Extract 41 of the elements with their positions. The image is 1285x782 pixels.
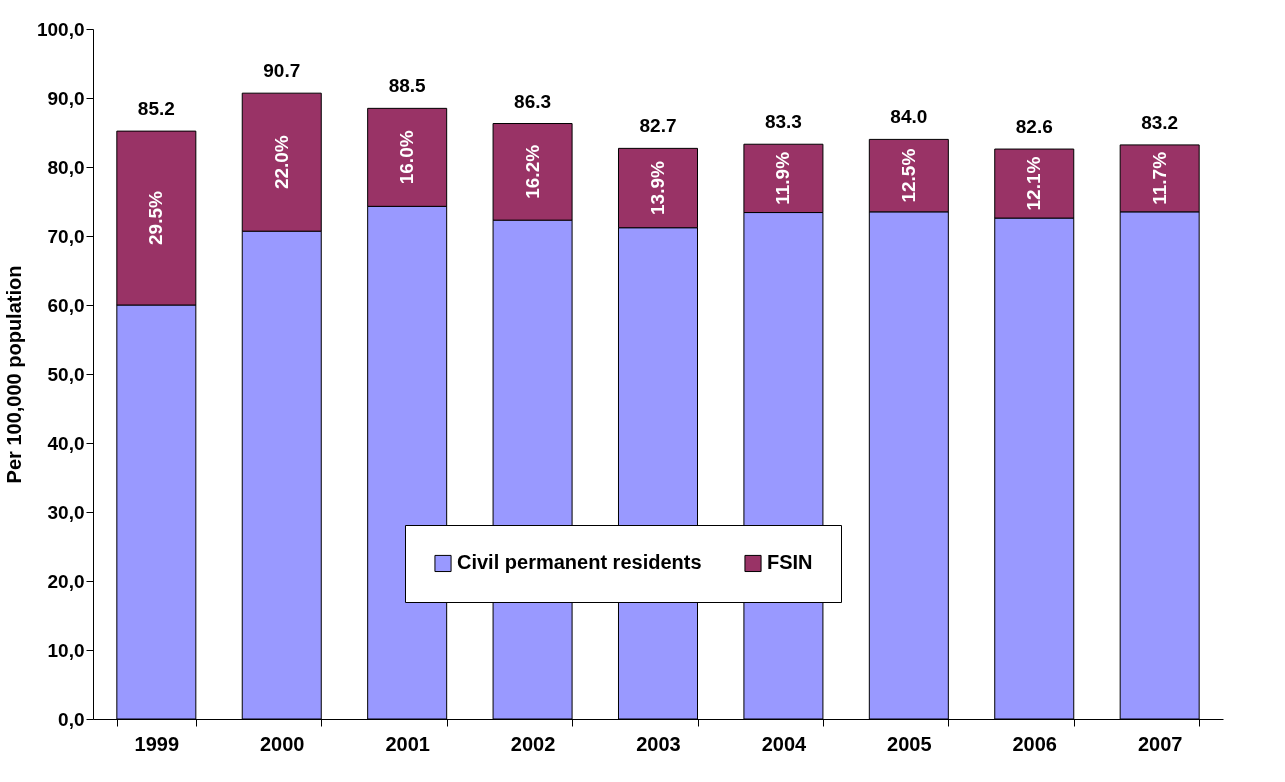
x-tick-label: 1999 [134, 732, 180, 755]
x-tick-label: 2006 [1012, 732, 1057, 755]
total-label: 83.2 [1141, 111, 1179, 133]
x-tick-label: 2004 [761, 732, 808, 755]
annotation: 29.5% [145, 191, 167, 245]
y-tick-label: 30,0 [47, 501, 85, 523]
legend-label: FSIN [767, 551, 813, 574]
legend-label: Civil permanent residents [457, 551, 702, 574]
x-tick-label: 2002 [510, 732, 556, 755]
total-label: 88.5 [388, 75, 427, 97]
x-tick-label: 2007 [1137, 732, 1183, 755]
y-tick-label: 20,0 [47, 570, 85, 592]
total-label: 82.7 [639, 115, 677, 137]
annotation: 12.5% [897, 148, 919, 203]
total-label: 84.0 [890, 106, 928, 128]
total-label: 83.3 [764, 111, 802, 133]
y-tick-label: 10,0 [47, 639, 85, 661]
y-tick-label: 80,0 [47, 156, 85, 178]
x-tick-label: 2001 [385, 732, 430, 755]
annotation: 11.9% [772, 151, 794, 205]
y-tick-label: 70,0 [47, 225, 85, 247]
annotation: 22.0% [270, 135, 292, 190]
total-label: 86.3 [514, 90, 552, 112]
y-tick-label: 40,0 [47, 432, 85, 454]
annotation: 11.7% [1148, 151, 1170, 205]
y-tick-label: 50,0 [47, 363, 85, 385]
total-label: 85.2 [137, 98, 175, 120]
x-tick-label: 2005 [887, 732, 932, 755]
annotation: 16.2% [521, 144, 543, 199]
total-label: 90.7 [263, 60, 301, 82]
x-tick-label: 2000 [260, 732, 305, 755]
y-tick-label: 90,0 [47, 87, 85, 109]
y-tick-label: 100,0 [36, 18, 85, 40]
total-label: 82.6 [1015, 116, 1053, 138]
annotation: 12.1% [1023, 156, 1045, 211]
y-tick-label: 0,0 [58, 708, 85, 730]
y-tick-label: 60,0 [47, 294, 85, 316]
x-tick-label: 2003 [636, 732, 681, 755]
annotation: 16.0% [396, 130, 418, 185]
annotation: 13.9% [647, 161, 668, 215]
y-axis-title: Per 100,000 population [2, 265, 25, 484]
